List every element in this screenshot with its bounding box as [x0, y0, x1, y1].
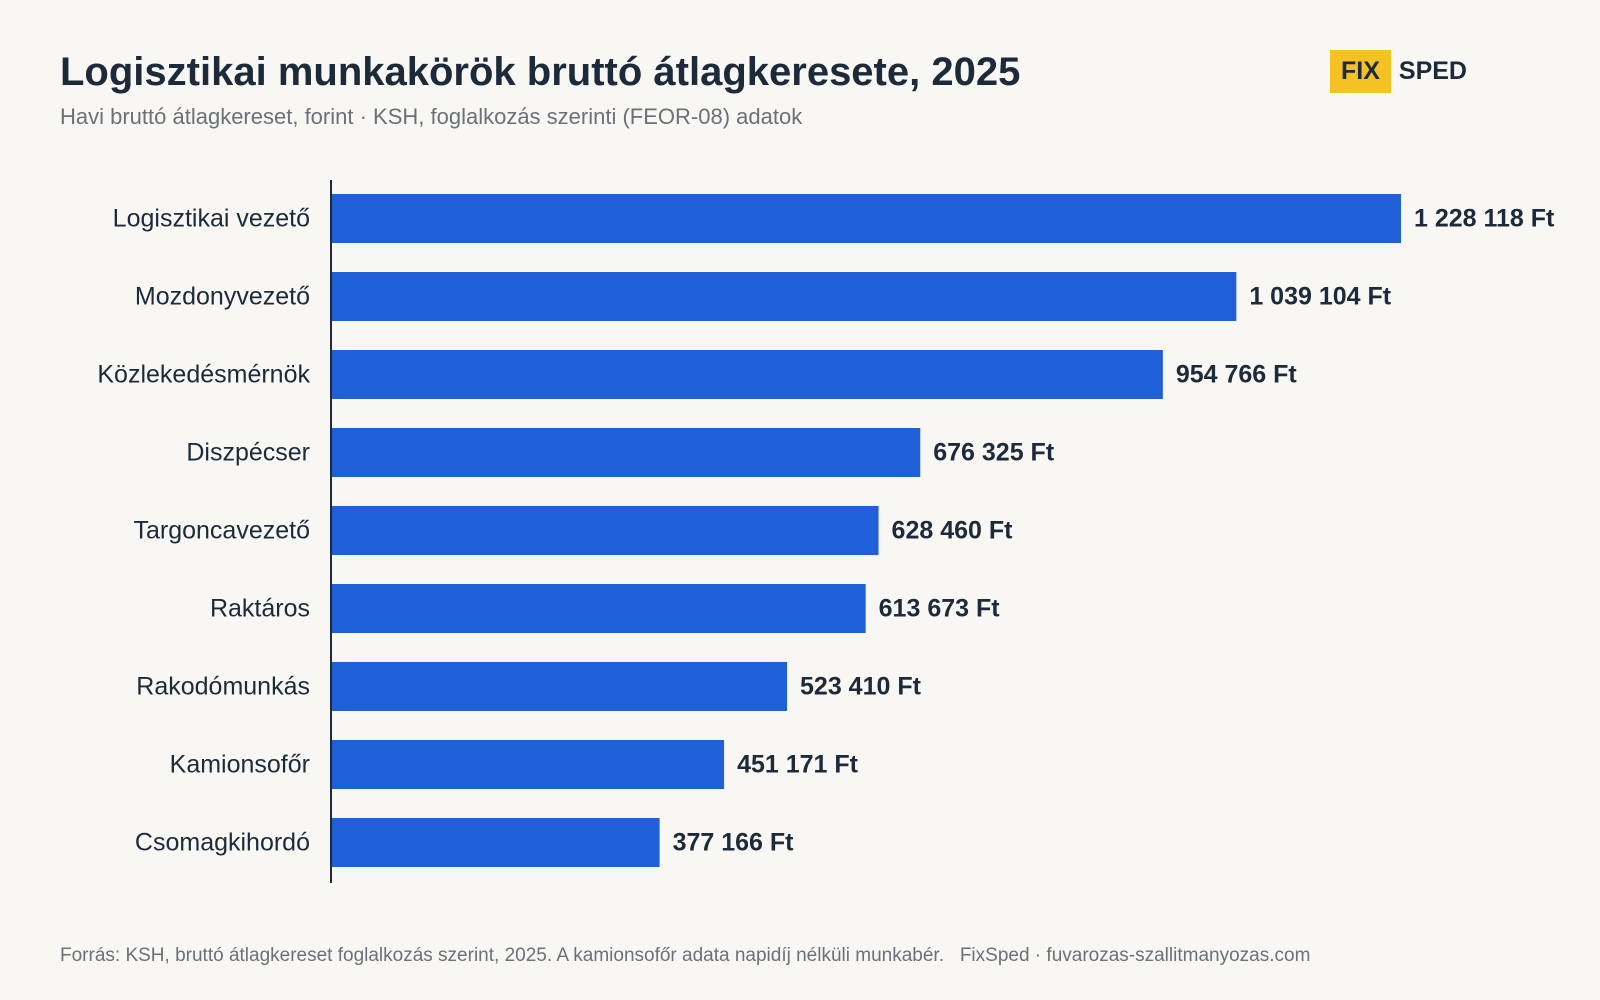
bar-4: [331, 506, 879, 555]
bar-2: [331, 350, 1163, 399]
logo-text: SPED: [1398, 57, 1467, 85]
category-label-1: Mozdonyvezető: [135, 283, 310, 311]
bar-7: [331, 740, 725, 789]
logo-box-text: FIX: [1330, 50, 1391, 93]
category-label-5: Raktáros: [210, 595, 310, 623]
value-label-6: 523 410 Ft: [800, 673, 922, 701]
category-label-7: Kamionsofőr: [170, 751, 310, 779]
bar-8: [331, 818, 660, 867]
category-label-2: Közlekedésmérnök: [97, 361, 310, 389]
chart-footer: Forrás: KSH, bruttó átlagkereset foglalk…: [60, 945, 1310, 967]
category-label-3: Diszpécser: [186, 439, 310, 467]
category-label-6: Rakodómunkás: [136, 673, 310, 701]
value-label-0: 1 228 118 Ft: [1414, 205, 1555, 233]
value-label-3: 676 325 Ft: [933, 439, 1055, 467]
value-label-5: 613 673 Ft: [879, 595, 1001, 623]
value-label-8: 377 166 Ft: [673, 829, 795, 857]
value-label-2: 954 766 Ft: [1176, 361, 1298, 389]
category-label-4: Targoncavezető: [133, 517, 310, 545]
chart-subtitle: Havi bruttó átlagkereset, forint · KSH, …: [60, 104, 803, 129]
value-label-1: 1 039 104 Ft: [1249, 283, 1391, 311]
category-label-8: Csomagkihordó: [135, 829, 310, 857]
fixsped-logo: FIX SPED: [1330, 50, 1467, 93]
chart-title: Logisztikai munkakörök bruttó átlagkeres…: [60, 50, 1021, 94]
bar-3: [331, 428, 921, 477]
bar-6: [331, 662, 788, 711]
category-label-0: Logisztikai vezető: [113, 205, 310, 233]
footer-credit: FixSped · fuvarozas-szallitmanyozas.com: [959, 945, 1311, 966]
bar-5: [331, 584, 866, 633]
footer-spacer: [944, 945, 960, 966]
footer-source: Forrás: KSH, bruttó átlagkereset foglalk…: [60, 945, 944, 966]
bar-0: [331, 194, 1401, 243]
value-label-4: 628 460 Ft: [892, 517, 1014, 545]
value-label-7: 451 171 Ft: [737, 751, 859, 779]
bar-1: [331, 272, 1237, 321]
